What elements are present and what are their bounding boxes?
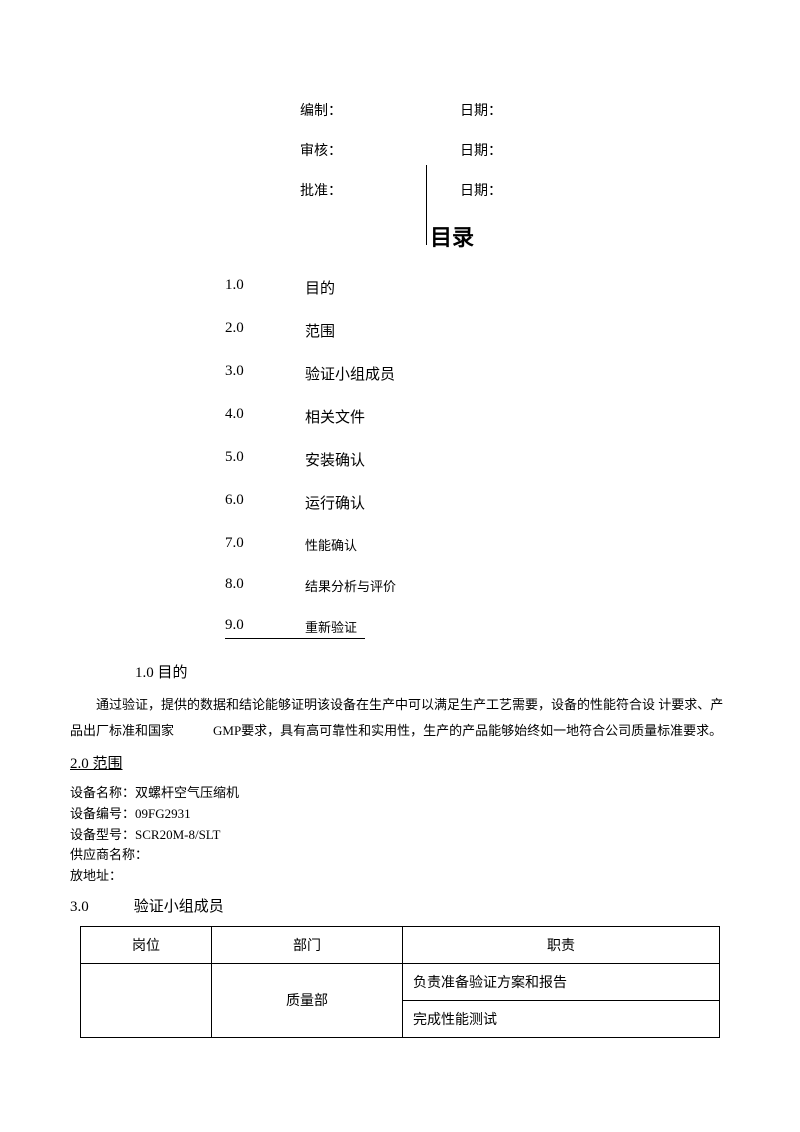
signature-block: 编制： 日期： 审核： 日期： 批准： 日期： — [300, 100, 730, 200]
section-1-heading: 1.0 目的 — [135, 661, 730, 682]
prepared-by-label: 编制： — [300, 100, 460, 120]
cell-position — [81, 963, 212, 1037]
col-position: 岗位 — [81, 926, 212, 963]
cell-department: 质量部 — [212, 963, 403, 1037]
col-responsibility: 职责 — [403, 926, 720, 963]
signature-row-prepared: 编制： 日期： — [300, 100, 730, 120]
col-department: 部门 — [212, 926, 403, 963]
reviewed-by-label: 审核： — [300, 140, 460, 160]
toc-number: 8.0 — [225, 576, 305, 595]
reviewed-date-label: 日期： — [460, 140, 540, 160]
section-2-heading: 2.0 范围 — [70, 752, 730, 773]
section-1-body: 通过验证，提供的数据和结论能够证明该设备在生产中可以满足生产工艺需要，设备的性能… — [70, 692, 730, 744]
toc-row: 8.0结果分析与评价 — [225, 576, 730, 595]
toc-text: 运行确认 — [305, 492, 365, 513]
table-row: 质量部 负责准备验证方案和报告 — [81, 963, 720, 1000]
toc-number: 5.0 — [225, 449, 305, 470]
section-2-lines: 设备名称：双螺杆空气压缩机设备编号：09FG2931设备型号：SCR20M-8/… — [70, 783, 730, 887]
approved-date-label: 日期： — [460, 180, 540, 200]
toc-number: 2.0 — [225, 320, 305, 341]
toc-text: 性能确认 — [305, 535, 357, 554]
toc-text: 结果分析与评价 — [305, 576, 396, 595]
toc-row: 9.0重新验证 — [225, 617, 365, 639]
toc-number: 1.0 — [225, 277, 305, 298]
toc-number: 6.0 — [225, 492, 305, 513]
info-line: 设备型号：SCR20M-8/SLT — [70, 825, 730, 846]
info-line: 设备编号：09FG2931 — [70, 804, 730, 825]
info-line: 设备名称：双螺杆空气压缩机 — [70, 783, 730, 804]
toc-list: 1.0目的 2.0范围 3.0验证小组成员 4.0相关文件 5.0安装确认 6.0运行确认… — [225, 277, 730, 639]
toc-row: 5.0安装确认 — [225, 449, 730, 470]
vertical-divider — [426, 165, 427, 245]
table-header-row: 岗位 部门 职责 — [81, 926, 720, 963]
toc-row: 7.0性能确认 — [225, 535, 730, 554]
toc-row: 4.0相关文件 — [225, 406, 730, 427]
approved-by-label: 批准： — [300, 180, 460, 200]
toc-row: 3.0验证小组成员 — [225, 363, 730, 384]
toc-text: 相关文件 — [305, 406, 365, 427]
cell-responsibility-2: 完成性能测试 — [403, 1000, 720, 1037]
info-line: 放地址： — [70, 866, 730, 887]
toc-title-row: 目录 — [70, 220, 730, 252]
toc-number: 4.0 — [225, 406, 305, 427]
toc-row: 2.0范围 — [225, 320, 730, 341]
team-table: 岗位 部门 职责 质量部 负责准备验证方案和报告 完成性能测试 — [80, 926, 720, 1038]
prepared-date-label: 日期： — [460, 100, 540, 120]
toc-text: 验证小组成员 — [305, 363, 395, 384]
toc-row: 1.0目的 — [225, 277, 730, 298]
toc-title: 目录 — [430, 220, 730, 252]
toc-text: 目的 — [305, 277, 335, 298]
section-3-heading: 3.0 验证小组成员 — [70, 895, 730, 916]
toc-row: 6.0运行确认 — [225, 492, 730, 513]
toc-text: 安装确认 — [305, 449, 365, 470]
toc-number: 7.0 — [225, 535, 305, 554]
cell-responsibility-1: 负责准备验证方案和报告 — [403, 963, 720, 1000]
toc-number: 9.0 — [225, 617, 305, 636]
toc-number: 3.0 — [225, 363, 305, 384]
signature-row-reviewed: 审核： 日期： — [300, 140, 730, 160]
toc-text: 重新验证 — [305, 617, 357, 636]
signature-row-approved: 批准： 日期： — [300, 180, 730, 200]
toc-text: 范围 — [305, 320, 335, 341]
info-line: 供应商名称： — [70, 845, 730, 866]
